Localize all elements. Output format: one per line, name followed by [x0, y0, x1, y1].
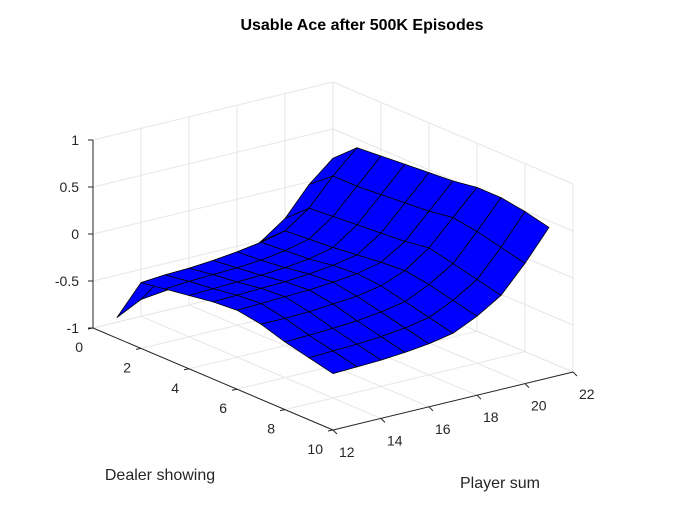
x-tick-label: 14: [387, 432, 403, 448]
z-tick-label: 0.5: [60, 179, 80, 195]
x-tick-mark: [428, 406, 434, 412]
grid-line-z-back: [92, 128, 334, 188]
y-tick-label: 0: [75, 339, 83, 355]
grid-line-z-back: [92, 175, 334, 235]
x-axis-label: Player sum: [460, 475, 540, 492]
y-tick-mark: [87, 327, 94, 330]
y-tick-label: 4: [171, 380, 179, 396]
y-tick-label: 10: [307, 441, 323, 457]
y-tick-mark: [135, 347, 142, 350]
y-axis-line: [92, 327, 334, 431]
x-axis-line: [332, 371, 574, 431]
x-tick-mark: [380, 418, 386, 423]
x-tick-mark: [476, 394, 482, 400]
x-tick-label: 16: [435, 421, 451, 437]
y-axis-label: Dealer showing: [105, 467, 215, 484]
z-tick-label: 0: [71, 226, 79, 242]
z-tick-label: 1: [71, 132, 79, 148]
y-tick-mark: [327, 429, 334, 432]
grid-line-z-side: [332, 128, 574, 232]
x-tick-label: 18: [483, 409, 499, 425]
y-tick-mark: [279, 409, 286, 412]
z-tick-label: -1: [67, 320, 80, 336]
y-tick-label: 6: [219, 400, 227, 416]
chart-title: Usable Ace after 500K Episodes: [240, 17, 483, 34]
grid-line-y-floor: [284, 351, 526, 411]
surface-facet: [308, 350, 358, 375]
x-tick-label: 12: [339, 444, 355, 460]
x-tick-mark: [332, 429, 338, 435]
grid-line-x-floor: [140, 315, 382, 419]
y-tick-mark: [231, 388, 238, 391]
x-tick-label: 22: [579, 386, 595, 402]
axes: [87, 139, 578, 435]
x-tick-mark: [572, 371, 578, 377]
x-tick-label: 20: [531, 398, 547, 414]
surface: [116, 147, 550, 375]
y-tick-label: 2: [123, 359, 131, 375]
y-tick-label: 8: [267, 421, 275, 437]
z-tick-label: -0.5: [55, 273, 79, 289]
grid-line-z-side: [332, 81, 574, 185]
grid-line-z-back: [92, 81, 334, 141]
x-tick-mark: [524, 383, 530, 388]
y-tick-mark: [183, 368, 190, 371]
